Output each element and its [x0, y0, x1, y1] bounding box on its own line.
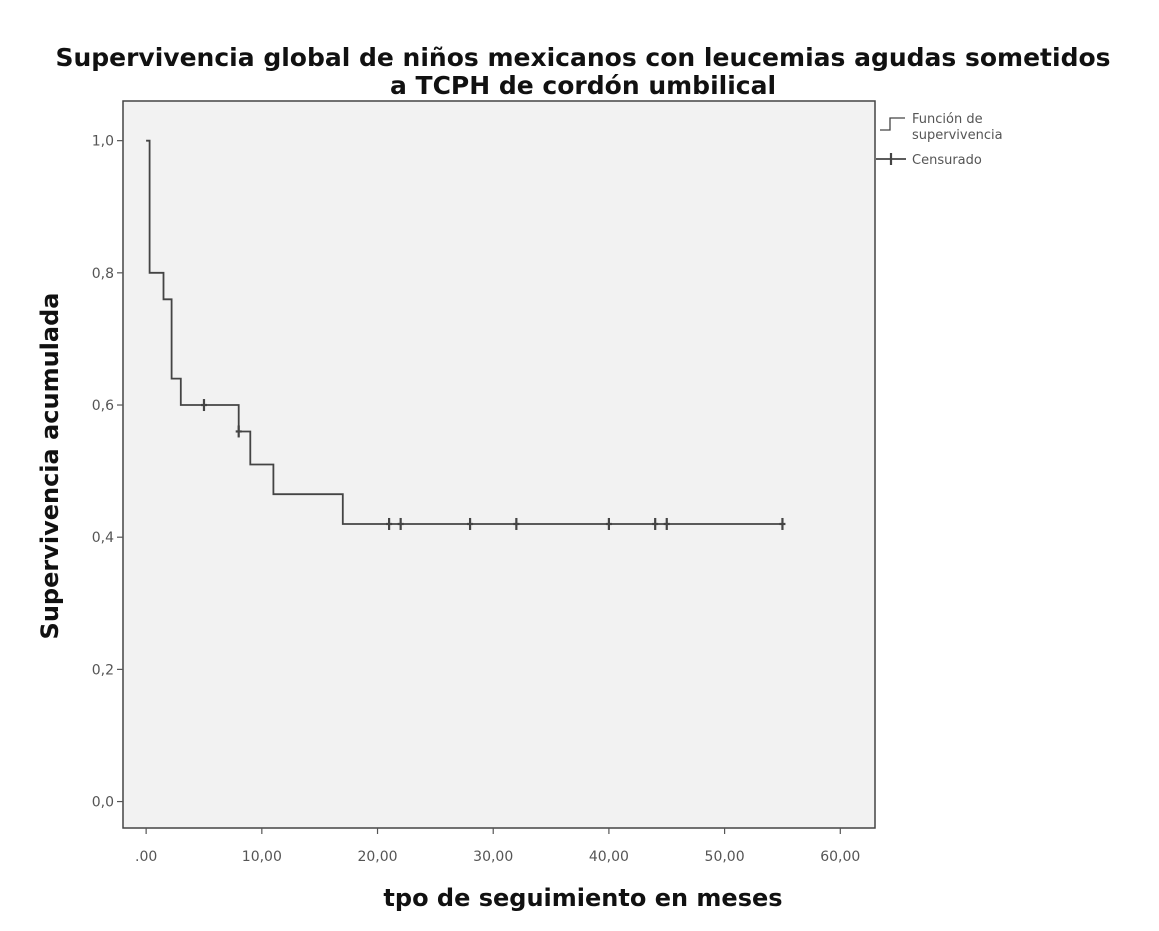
- x-tick-label: 30,00: [473, 849, 513, 865]
- x-tick-label: .00: [135, 849, 157, 865]
- legend-survival-swatch: [880, 117, 905, 131]
- x-axis-label: tpo de seguimiento en meses: [383, 884, 782, 912]
- y-tick-label: 0,2: [92, 662, 114, 678]
- x-tick-label: 40,00: [589, 849, 629, 865]
- x-axis: .00 10,00 20,00 30,00 40,00 50,00 60,00: [135, 828, 860, 865]
- x-tick-label: 20,00: [357, 849, 397, 865]
- legend: Función de supervivencia Censurado: [876, 112, 1003, 168]
- y-axis-label: Supervivencia acumulada: [36, 293, 64, 640]
- y-tick-label: 0,8: [92, 266, 114, 282]
- y-tick-label: 1,0: [92, 134, 114, 150]
- chart-subtitle: a TCPH de cordón umbilical: [390, 71, 776, 100]
- x-tick-label: 60,00: [820, 849, 860, 865]
- chart-title: Supervivencia global de niños mexicanos …: [55, 43, 1110, 72]
- y-axis: 0,0 0,2 0,4 0,6 0,8 1,0: [92, 134, 123, 811]
- plot-area: [122, 100, 876, 829]
- x-tick-label: 10,00: [242, 849, 282, 865]
- y-tick-label: 0,0: [92, 795, 114, 811]
- x-tick-label: 50,00: [705, 849, 745, 865]
- legend-survival-label: Función de supervivencia: [912, 112, 1003, 143]
- censored-markers: [200, 399, 786, 530]
- legend-censored-label: Censurado: [912, 153, 982, 168]
- y-tick-label: 0,6: [92, 398, 114, 414]
- survival-step-line: [146, 139, 783, 525]
- series-layer: [146, 139, 783, 525]
- y-tick-label: 0,4: [92, 530, 114, 546]
